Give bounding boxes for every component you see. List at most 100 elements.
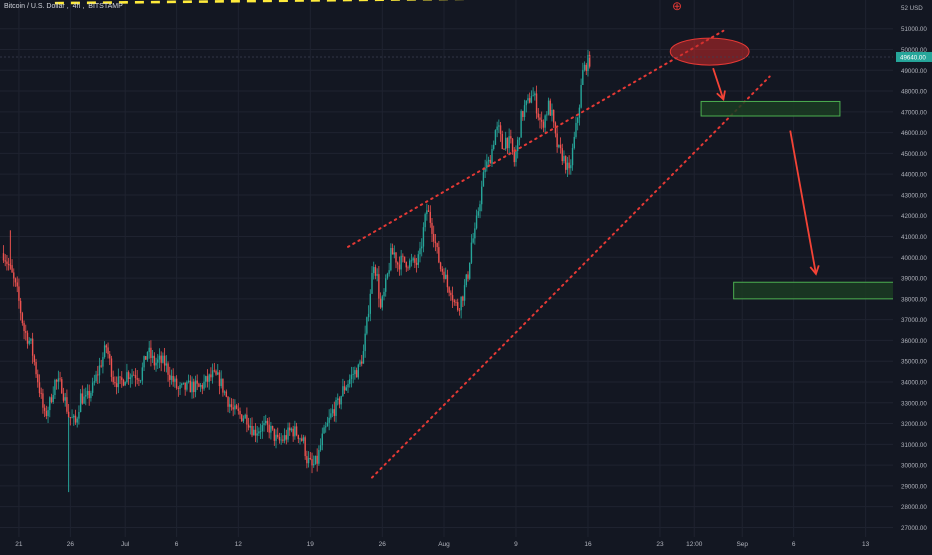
candle-up bbox=[49, 397, 51, 411]
candle-down bbox=[31, 338, 34, 356]
candle-up bbox=[573, 136, 575, 149]
time-axis[interactable]: 21 26 Jul 6 12 19 26 Aug 9 16 23 12:00 Sep 6 13 bbox=[0, 537, 932, 550]
candle-down bbox=[539, 117, 541, 120]
candle-down bbox=[439, 262, 442, 269]
candle-up bbox=[76, 418, 78, 423]
candle-up bbox=[354, 370, 356, 375]
price-axis[interactable]: 27000.00 28000.00 29000.00 30000.00 31000.00… bbox=[893, 0, 932, 550]
candle-down bbox=[499, 125, 502, 134]
candle-down bbox=[4, 260, 6, 262]
candle-up bbox=[419, 248, 421, 255]
candle-down bbox=[457, 302, 459, 310]
candle-up bbox=[477, 211, 479, 216]
candle-down bbox=[222, 378, 224, 393]
interval-label[interactable]: 4h bbox=[72, 3, 81, 10]
price-axis-bg bbox=[893, 0, 932, 550]
time-tick-label: Sep bbox=[736, 541, 748, 548]
candle-down bbox=[501, 133, 503, 149]
candle-up bbox=[527, 98, 529, 101]
candle-down bbox=[542, 121, 545, 128]
candle-up bbox=[544, 115, 546, 128]
candle-down bbox=[38, 382, 41, 394]
candle-up bbox=[534, 93, 536, 96]
candle-up bbox=[575, 122, 577, 137]
candle-up bbox=[491, 149, 493, 164]
candle-down bbox=[201, 385, 204, 389]
candle-up bbox=[517, 139, 519, 152]
candle-down bbox=[50, 397, 53, 402]
candle-down bbox=[391, 248, 394, 255]
candle-up bbox=[280, 439, 282, 441]
price-tick-label: 50000.00 bbox=[901, 47, 927, 54]
candle-up bbox=[520, 111, 522, 138]
symbol-name[interactable]: Bitcoin / U.S. Dollar bbox=[4, 3, 65, 10]
candle-up bbox=[141, 367, 144, 381]
candle-down bbox=[213, 370, 216, 372]
candle-up bbox=[294, 426, 296, 437]
candle-up bbox=[349, 379, 351, 384]
candle-down bbox=[268, 424, 270, 433]
candle-up bbox=[475, 215, 478, 229]
candle-down bbox=[537, 113, 539, 118]
candle-up bbox=[155, 362, 157, 366]
candle-up bbox=[181, 383, 183, 386]
candle-up bbox=[191, 381, 193, 393]
candle-down bbox=[446, 274, 449, 288]
candle-down bbox=[522, 111, 524, 118]
candle-down bbox=[343, 386, 346, 391]
price-tick-label: 47000.00 bbox=[901, 109, 927, 116]
candle-down bbox=[11, 265, 13, 273]
candle-down bbox=[237, 408, 240, 411]
candle-down bbox=[88, 390, 90, 399]
candle-down bbox=[378, 274, 380, 299]
candle-up bbox=[98, 365, 101, 376]
candle-down bbox=[227, 396, 229, 407]
candle-down bbox=[585, 64, 587, 72]
price-tick-label: 39000.00 bbox=[901, 276, 927, 283]
candle-up bbox=[326, 422, 329, 427]
candle-down bbox=[40, 393, 42, 394]
candle-up bbox=[335, 399, 337, 416]
candle-up bbox=[422, 227, 425, 247]
candle-down bbox=[138, 379, 140, 381]
candle-down bbox=[503, 148, 505, 150]
price-tick-label: 32000.00 bbox=[901, 421, 927, 428]
candle-up bbox=[325, 426, 327, 428]
candle-down bbox=[289, 427, 291, 431]
price-tick-label: 49000.00 bbox=[901, 68, 927, 75]
candle-up bbox=[256, 433, 258, 436]
candle-down bbox=[451, 295, 454, 301]
candle-up bbox=[546, 114, 548, 116]
candle-down bbox=[285, 435, 288, 440]
candle-up bbox=[367, 313, 370, 318]
candle-up bbox=[261, 425, 264, 432]
price-top-label: 52 USD bbox=[901, 5, 923, 12]
candle-up bbox=[342, 386, 344, 397]
candle-down bbox=[23, 323, 25, 332]
candle-down bbox=[254, 429, 257, 436]
candle-up bbox=[129, 377, 132, 379]
candle-up bbox=[470, 242, 473, 263]
price-tick-label: 28000.00 bbox=[901, 504, 927, 511]
candle-up bbox=[371, 272, 373, 294]
candle-up bbox=[211, 370, 214, 378]
candle-down bbox=[134, 375, 137, 379]
candle-down bbox=[528, 98, 531, 103]
candle-down bbox=[105, 345, 108, 348]
candle-up bbox=[318, 450, 320, 464]
candle-down bbox=[301, 438, 303, 441]
time-tick-label: 9 bbox=[514, 541, 518, 548]
candle-up bbox=[505, 137, 507, 150]
time-tick-label: 6 bbox=[792, 541, 796, 548]
exchange-label: BITSTAMP bbox=[88, 3, 123, 10]
candle-up bbox=[126, 372, 128, 382]
reversal-ellipse bbox=[669, 37, 750, 66]
candle-down bbox=[441, 268, 443, 272]
candle-down bbox=[540, 119, 543, 122]
candle-down bbox=[443, 271, 445, 279]
candle-down bbox=[13, 272, 15, 279]
candle-down bbox=[397, 262, 399, 265]
candle-up bbox=[583, 64, 586, 70]
